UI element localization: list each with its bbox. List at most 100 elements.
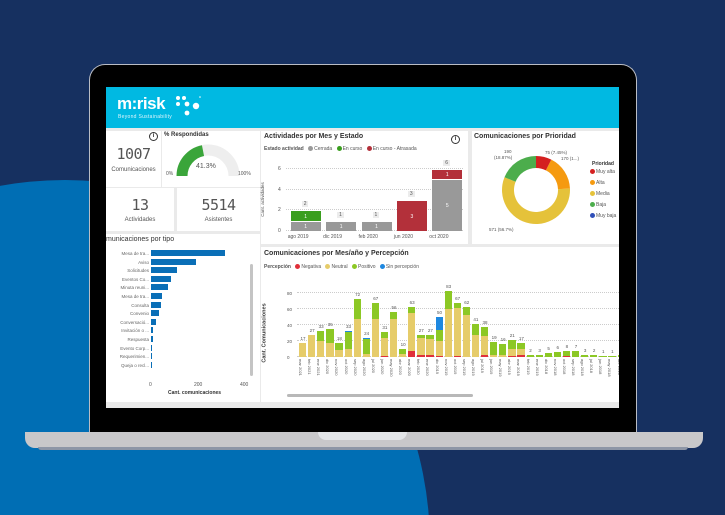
bar[interactable] (151, 327, 153, 334)
bar[interactable] (151, 267, 177, 274)
bar-segment[interactable] (335, 349, 343, 357)
bar-segment[interactable] (490, 341, 498, 356)
bar-segment[interactable] (481, 354, 489, 357)
bar-segment[interactable] (408, 306, 416, 313)
bar-segment[interactable] (517, 343, 525, 349)
bar-segment[interactable] (526, 355, 534, 357)
donut-slice-muy-alta[interactable] (536, 156, 552, 171)
bar-segment[interactable] (444, 309, 452, 357)
bar-segment[interactable] (308, 335, 316, 357)
donut-slice-baja[interactable] (504, 156, 536, 182)
legend-atrasada[interactable]: En curso - Atrasada (372, 146, 417, 152)
bar-segment[interactable] (562, 350, 571, 357)
donut-slice-alta[interactable] (545, 159, 570, 190)
bar[interactable] (151, 353, 152, 360)
bar-segment[interactable] (390, 312, 398, 320)
bar-segment[interactable]: 3 (396, 201, 427, 231)
bar-segment[interactable] (317, 330, 325, 341)
bar-segment[interactable] (417, 337, 425, 355)
bar-segment[interactable] (362, 337, 370, 339)
bar-segment[interactable] (572, 351, 580, 357)
bar[interactable] (151, 293, 163, 299)
legend-negativa[interactable]: Negativa (301, 264, 322, 270)
bar-segment[interactable] (435, 341, 443, 357)
bar-segment[interactable] (462, 315, 471, 357)
bar-segment[interactable] (617, 354, 619, 357)
bar[interactable] (151, 250, 226, 256)
bar-segment[interactable] (535, 354, 543, 357)
bar-row[interactable]: Queja o recl... (106, 361, 256, 369)
bar-segment[interactable] (344, 349, 352, 357)
legend-item[interactable]: Baja (590, 202, 616, 213)
tipo-scrollbar[interactable] (250, 264, 253, 376)
donut-slice-media[interactable] (502, 177, 570, 224)
bar-row[interactable]: Invitación o ... (106, 327, 256, 334)
bar-segment[interactable] (462, 307, 471, 316)
bar-segment[interactable] (590, 355, 598, 357)
bar-segment[interactable]: 1 (290, 211, 321, 221)
bar-segment[interactable] (326, 343, 334, 357)
bar-row[interactable]: Mesa de tra... (106, 250, 256, 257)
bar-segment[interactable] (380, 356, 389, 357)
bar-row[interactable]: Consulta (106, 301, 256, 309)
bar-segment[interactable] (335, 342, 343, 350)
bar-row[interactable]: Mesa de tra... (106, 293, 256, 300)
bar-segment[interactable] (481, 326, 489, 337)
bar-segment[interactable] (417, 335, 425, 338)
legend-item[interactable]: Muy baja (590, 213, 616, 224)
bar-segment[interactable] (417, 354, 425, 357)
bar-segment[interactable] (317, 341, 325, 357)
bar[interactable] (151, 310, 159, 317)
bar-segment[interactable] (490, 355, 498, 357)
bar-segment[interactable] (399, 349, 407, 354)
legend-en-curso[interactable]: En curso (342, 146, 363, 152)
bar[interactable] (151, 318, 156, 325)
bar-segment[interactable] (562, 356, 571, 357)
bar-segment[interactable] (508, 356, 516, 357)
legend-sin-percepcion[interactable]: Sin percepción (385, 264, 419, 270)
bar-segment[interactable] (499, 344, 507, 355)
bar-segment[interactable] (471, 324, 480, 336)
bar-segment[interactable] (399, 353, 407, 357)
bar[interactable] (151, 301, 162, 308)
bar-segment[interactable]: 1 (361, 221, 392, 231)
bar-segment[interactable]: 5 (432, 180, 463, 231)
bar[interactable] (151, 336, 153, 342)
bar-segment[interactable] (553, 352, 562, 357)
bar-segment[interactable] (608, 356, 616, 357)
bar-segment[interactable] (453, 303, 461, 309)
bar-segment[interactable] (426, 335, 434, 340)
percepcion-scrollbar[interactable] (287, 394, 473, 397)
bar-segment[interactable] (362, 353, 370, 357)
bar-segment[interactable] (299, 343, 307, 357)
bar-segment[interactable] (599, 356, 607, 357)
bar[interactable] (151, 344, 153, 351)
bar-segment[interactable] (326, 329, 334, 344)
bar[interactable] (151, 258, 196, 265)
legend-cerrada[interactable]: Cerrada (314, 146, 333, 152)
bar-segment[interactable] (435, 329, 443, 341)
bar-segment[interactable] (508, 340, 516, 349)
bar[interactable] (151, 275, 172, 282)
bar-segment[interactable] (408, 351, 416, 357)
bar-row[interactable]: Respuesta (106, 336, 256, 343)
bar-segment[interactable] (371, 303, 380, 319)
bar-row[interactable]: Conversació... (106, 318, 256, 326)
bar-segment[interactable] (471, 335, 480, 357)
bar-segment[interactable] (380, 332, 389, 338)
bar-segment[interactable] (444, 290, 452, 309)
bar-segment[interactable] (344, 331, 352, 349)
bar-segment[interactable] (435, 356, 443, 357)
bar-segment[interactable] (581, 354, 589, 357)
legend-item[interactable]: Media (590, 191, 616, 202)
bar-segment[interactable]: 1 (290, 221, 321, 231)
bar-segment[interactable] (517, 354, 525, 357)
bar-segment[interactable] (544, 353, 552, 357)
bar-row[interactable]: Eventos Co... (106, 275, 256, 283)
bar-segment[interactable] (453, 308, 461, 357)
bar-segment[interactable] (353, 319, 361, 357)
bar-segment[interactable] (453, 356, 461, 357)
bar-row[interactable]: Requerimien... (106, 353, 256, 360)
bar-segment[interactable] (508, 349, 516, 357)
bar-row[interactable]: Aviso (106, 258, 256, 266)
